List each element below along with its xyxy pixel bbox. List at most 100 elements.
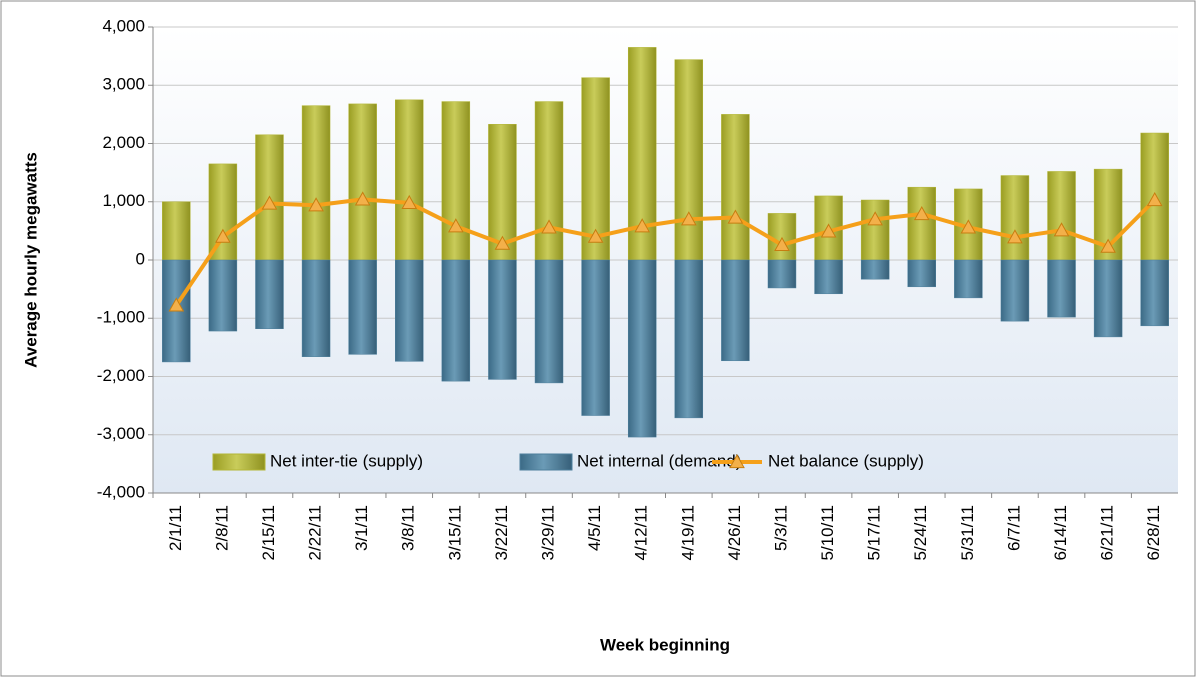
bar xyxy=(488,259,517,380)
bar xyxy=(860,259,890,280)
bar xyxy=(767,213,797,261)
line xyxy=(174,197,1157,307)
legend-label: Net balance (supply) xyxy=(768,451,924,470)
bar xyxy=(814,259,843,295)
x-tick-label: 3/22/11 xyxy=(492,505,511,560)
bar xyxy=(1047,259,1076,318)
line-marker xyxy=(1053,222,1070,237)
legend-swatch xyxy=(212,453,266,471)
x-tick-label: 5/24/11 xyxy=(911,505,930,560)
line-marker xyxy=(1146,191,1163,207)
bar xyxy=(301,105,331,261)
bar xyxy=(721,259,750,362)
line-marker xyxy=(774,236,790,251)
bar xyxy=(208,163,238,261)
bar xyxy=(767,259,797,289)
bar xyxy=(1000,175,1030,261)
bar xyxy=(441,259,471,382)
x-tick-label: 6/14/11 xyxy=(1051,505,1070,560)
y-tick-label: -4,000 xyxy=(97,482,145,501)
y-tick-label: 1,000 xyxy=(102,191,145,210)
line-marker xyxy=(867,211,884,226)
bar xyxy=(534,259,564,384)
line-marker xyxy=(354,191,371,206)
bar xyxy=(348,103,377,261)
y-tick-label: -1,000 xyxy=(97,308,145,327)
line-marker xyxy=(727,209,744,224)
bar xyxy=(162,259,191,363)
y-tick-label: -3,000 xyxy=(97,424,145,443)
x-tick-label: 2/8/11 xyxy=(212,505,231,551)
bar xyxy=(860,199,890,261)
y-tick-label: -2,000 xyxy=(97,366,145,385)
line-marker xyxy=(960,219,977,234)
x-tick-label: 4/26/11 xyxy=(725,505,744,560)
x-tick-label: 3/8/11 xyxy=(399,505,418,551)
legend-label: Net inter-tie (supply) xyxy=(270,451,423,470)
bar xyxy=(1000,259,1030,322)
bar xyxy=(627,259,657,438)
x-tick-label: 5/10/11 xyxy=(818,505,837,560)
line-marker xyxy=(820,223,837,238)
bar xyxy=(907,186,936,261)
bar xyxy=(395,99,424,261)
x-tick-label: 6/28/11 xyxy=(1144,505,1163,560)
bar xyxy=(581,259,610,416)
y-axis-label: Average hourly megawatts xyxy=(21,152,40,368)
bar xyxy=(255,259,284,329)
line-marker xyxy=(680,211,697,226)
y-tick-label: 4,000 xyxy=(102,16,145,35)
bar xyxy=(395,259,424,362)
line-marker xyxy=(447,218,464,233)
bar xyxy=(441,101,471,261)
y-tick-label: 0 xyxy=(136,249,145,268)
x-tick-label: 3/15/11 xyxy=(445,505,464,560)
legend-marker xyxy=(729,453,745,469)
bar xyxy=(674,59,704,261)
line-marker xyxy=(541,219,557,234)
x-tick-label: 2/15/11 xyxy=(259,505,278,560)
x-tick-label: 2/1/11 xyxy=(166,505,185,551)
x-tick-label: 6/7/11 xyxy=(1004,505,1023,551)
x-tick-label: 3/29/11 xyxy=(539,505,558,560)
bar xyxy=(301,259,331,357)
bar xyxy=(534,101,564,261)
bar xyxy=(1093,259,1123,338)
line-marker xyxy=(634,218,651,233)
x-tick-label: 5/3/11 xyxy=(771,505,790,551)
line-marker xyxy=(494,235,511,250)
legend-swatch xyxy=(519,453,573,471)
bar xyxy=(1047,171,1076,261)
x-tick-label: 6/21/11 xyxy=(1098,505,1117,560)
bar xyxy=(1140,259,1169,327)
line-marker xyxy=(261,195,278,210)
x-axis-label: Week beginning xyxy=(600,635,730,654)
line-marker xyxy=(168,297,185,312)
x-tick-label: 5/17/11 xyxy=(865,505,884,560)
line-marker xyxy=(1007,229,1023,244)
x-tick-label: 4/5/11 xyxy=(585,505,604,551)
legend-label: Net internal (demand) xyxy=(577,451,741,470)
x-tick-label: 5/31/11 xyxy=(958,505,977,560)
bar xyxy=(954,259,983,299)
bar xyxy=(348,259,377,355)
bar xyxy=(208,259,238,332)
line-marker xyxy=(308,197,324,212)
bar xyxy=(907,259,936,288)
line-marker xyxy=(401,194,418,210)
x-tick-label: 2/22/11 xyxy=(306,505,325,560)
x-tick-label: 4/19/11 xyxy=(678,505,697,560)
line-marker xyxy=(215,228,231,243)
bar xyxy=(721,114,750,261)
bar xyxy=(162,201,191,261)
line-marker xyxy=(913,205,930,221)
line-marker xyxy=(587,228,604,243)
y-tick-label: 2,000 xyxy=(102,133,145,152)
bar xyxy=(674,259,704,419)
y-tick-label: 3,000 xyxy=(102,75,145,94)
x-tick-label: 4/12/11 xyxy=(632,505,651,560)
line-marker xyxy=(1100,238,1116,253)
x-tick-label: 3/1/11 xyxy=(352,505,371,551)
